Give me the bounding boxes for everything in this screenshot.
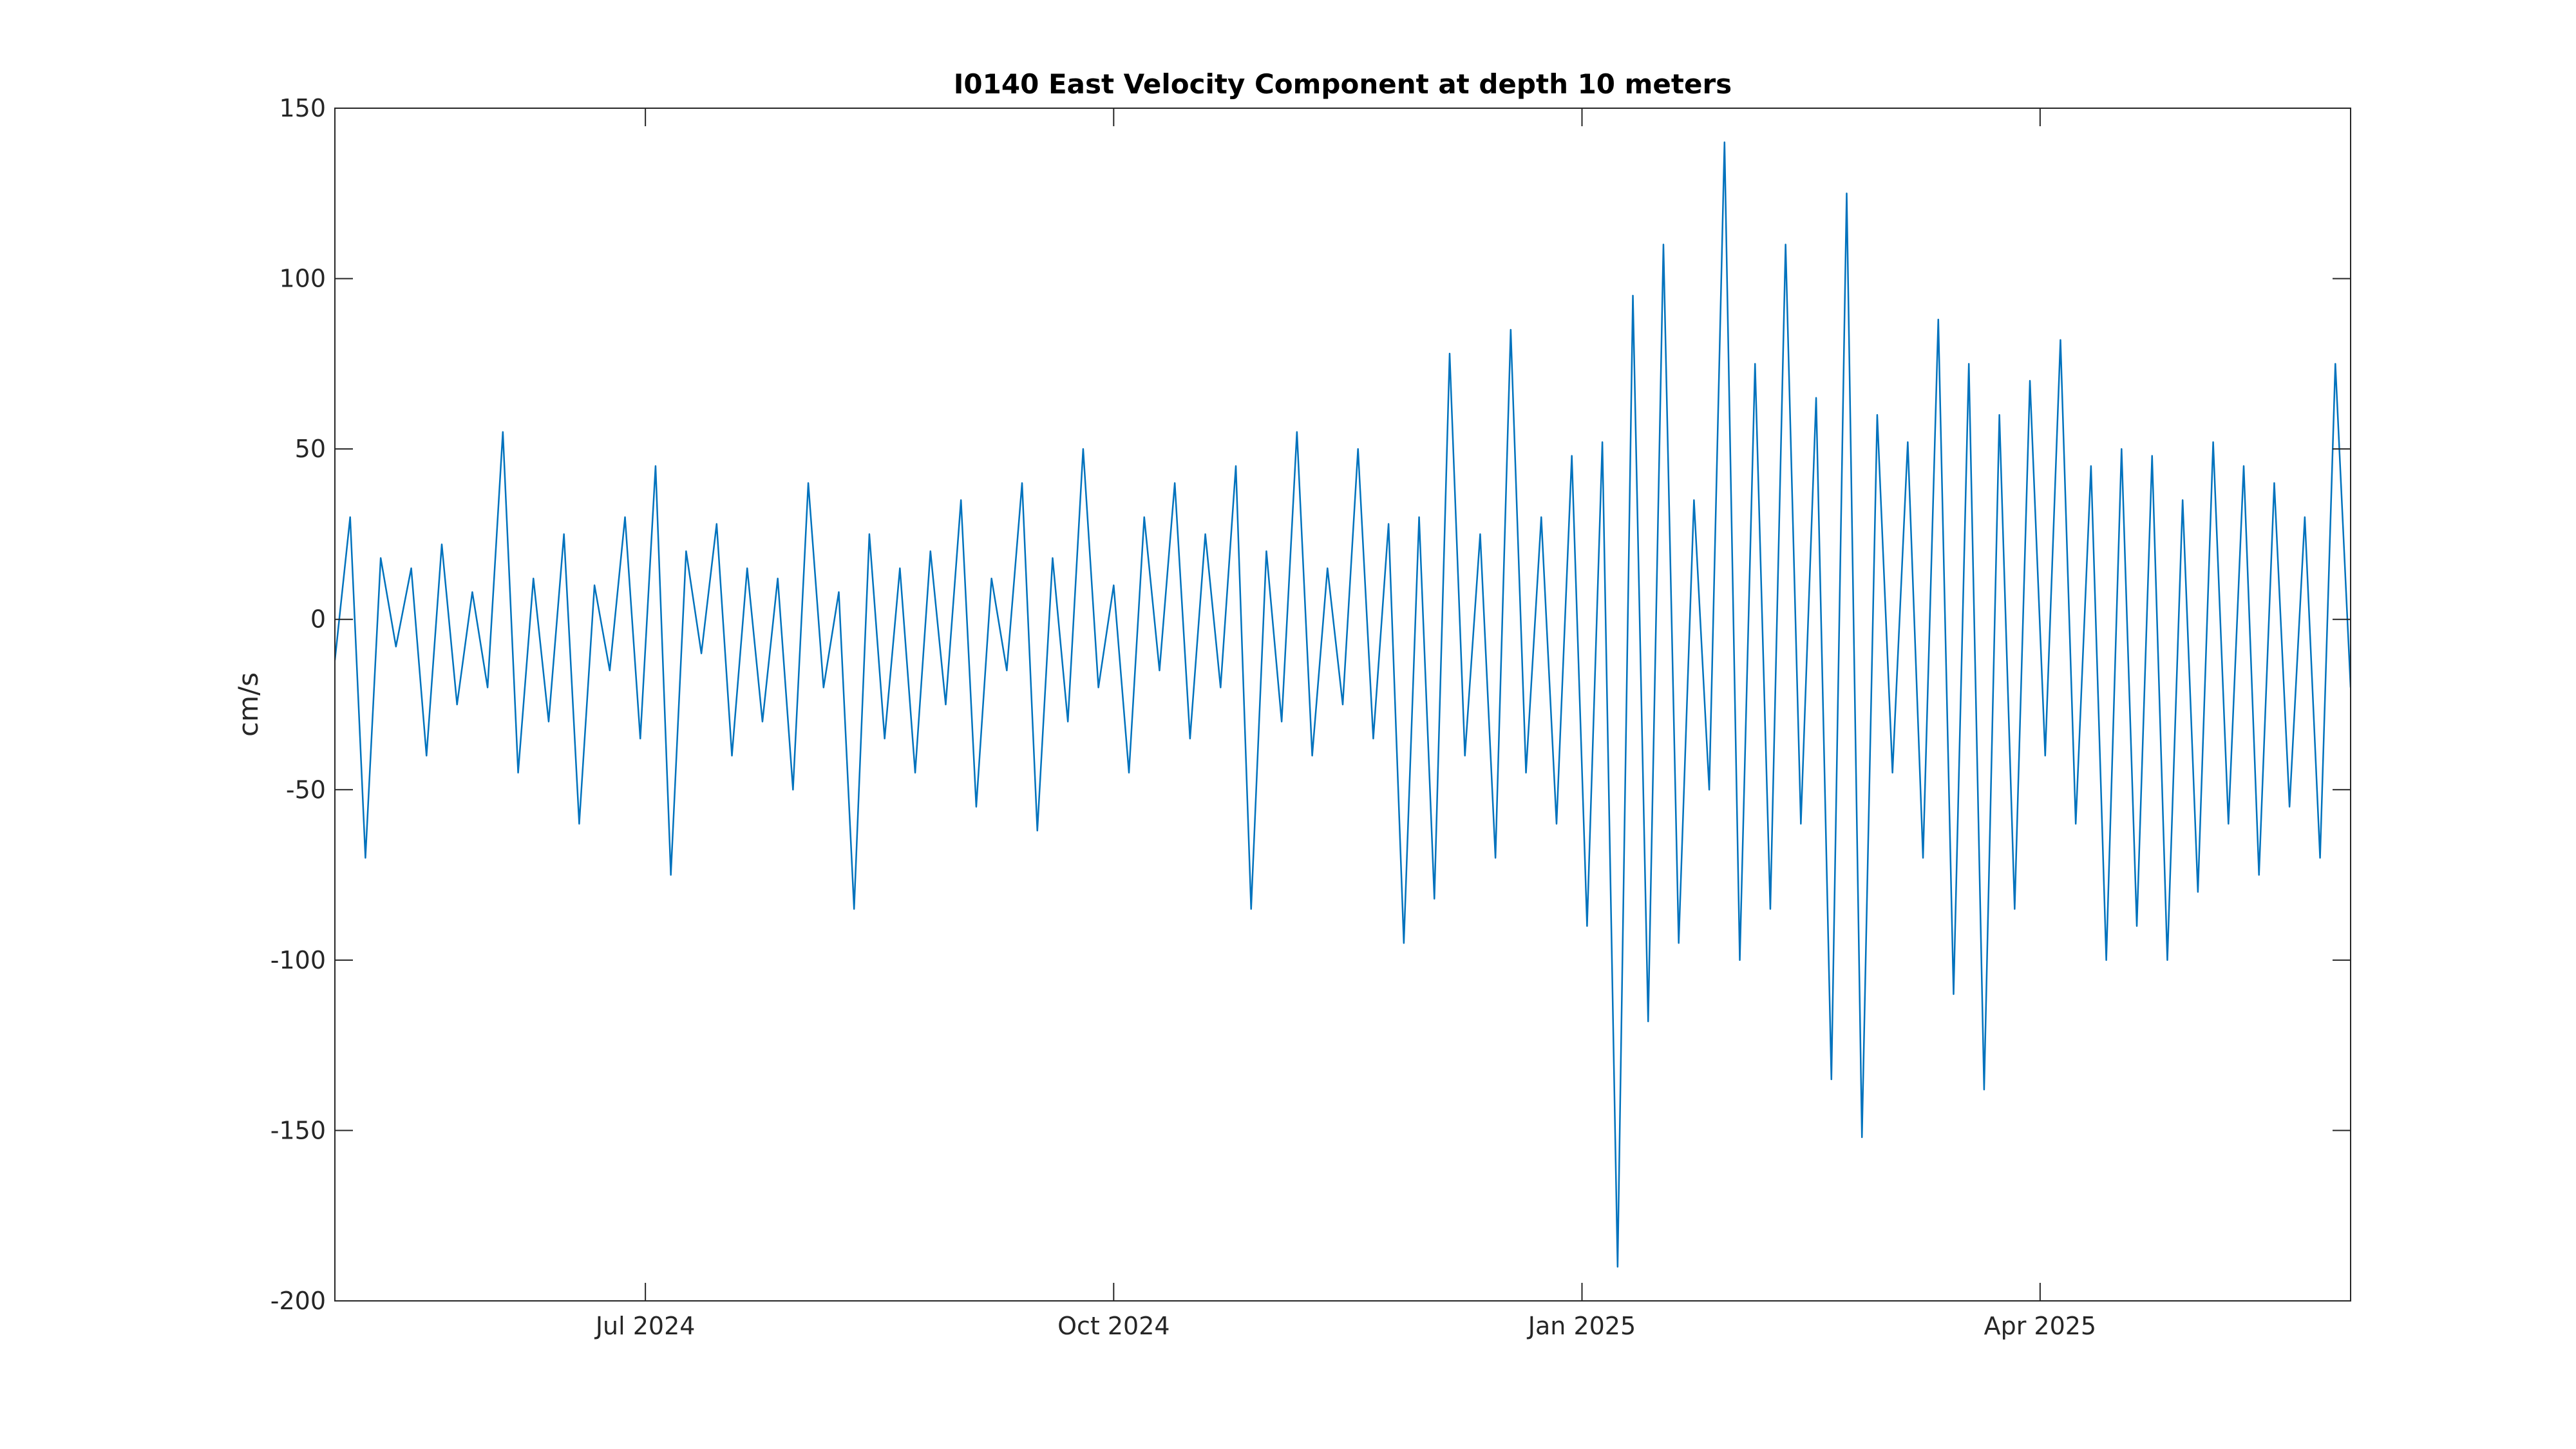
plot-area-box — [334, 108, 2351, 1302]
y-tick-label: -50 — [286, 775, 326, 804]
y-axis: 150 100 50 0 -50 -100 -150 -200 — [270, 94, 2351, 1315]
x-tick-label: Apr 2025 — [1984, 1312, 2097, 1340]
y-axis-label: cm/s — [232, 672, 264, 737]
x-tick-label: Jul 2024 — [594, 1312, 696, 1340]
y-tick-label: 0 — [310, 605, 326, 634]
y-tick-label: -150 — [270, 1116, 326, 1144]
series-layer — [334, 141, 2351, 1268]
y-tick-label: 150 — [279, 94, 326, 122]
y-tick-label: -200 — [270, 1287, 326, 1315]
y-tick-label: 50 — [295, 435, 326, 463]
x-tick-label: Oct 2024 — [1057, 1312, 1170, 1340]
y-tick-label: -100 — [270, 946, 326, 974]
chart-title: I0140 East Velocity Component at depth 1… — [954, 68, 1732, 100]
x-axis: Jul 2024 Oct 2024 Jan 2025 Apr 2025 — [594, 108, 2096, 1340]
y-tick-label: 100 — [279, 265, 326, 293]
x-tick-label: Jan 2025 — [1527, 1312, 1636, 1340]
